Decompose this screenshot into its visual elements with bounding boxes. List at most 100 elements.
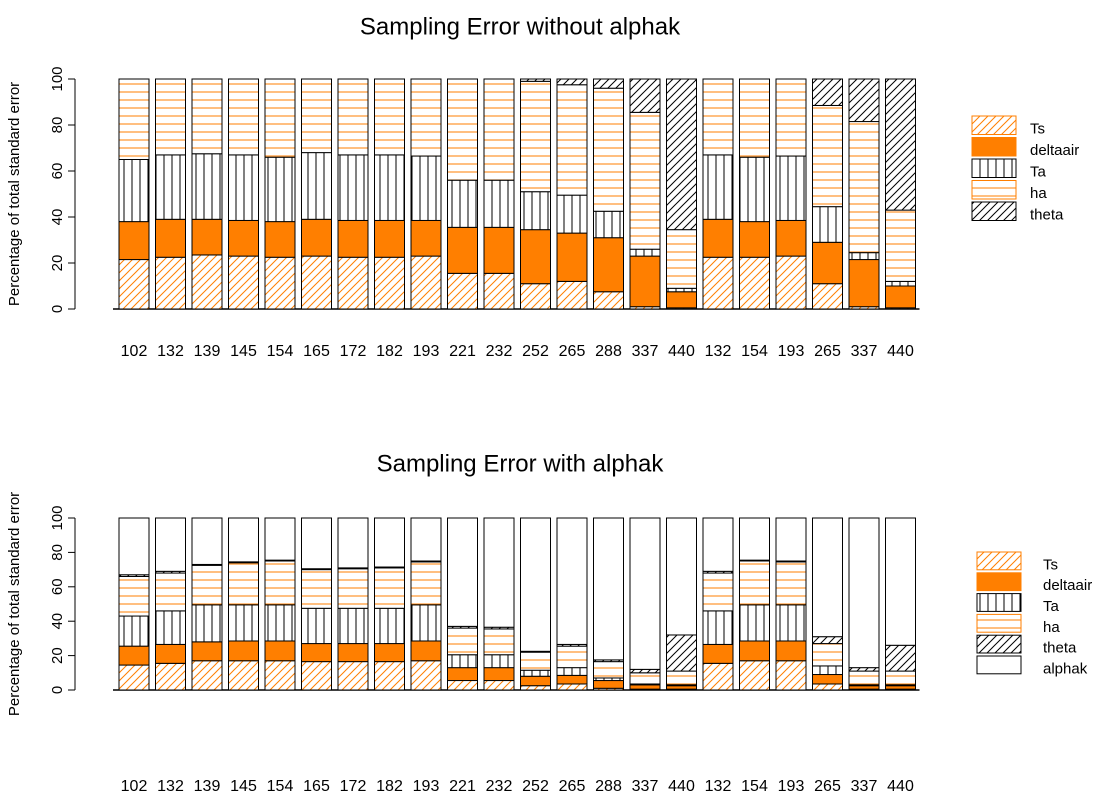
x-tick-label: 182	[376, 343, 403, 360]
x-tick-label: 265	[559, 343, 586, 360]
bar-segment	[118, 615, 150, 647]
x-tick-label: 139	[194, 778, 221, 795]
bar-segment	[848, 517, 880, 669]
x-tick-label: 288	[595, 343, 622, 360]
x-tick-label: 102	[121, 343, 148, 360]
x-tick-label: 132	[157, 343, 184, 360]
bar-segment	[775, 155, 807, 221]
bar-segment	[885, 78, 916, 211]
bar-segment	[264, 560, 296, 606]
bar-segment	[812, 283, 843, 310]
x-tick-label: 154	[741, 343, 768, 360]
bar-segment	[775, 640, 807, 662]
bar-segment	[155, 643, 186, 664]
bar-segment	[483, 517, 515, 628]
bar-segment	[812, 643, 843, 667]
chart-title: Sampling Error without alphak	[360, 13, 681, 40]
bar-segment	[556, 683, 588, 691]
bar-segment	[848, 252, 880, 261]
bar-segment	[885, 644, 916, 672]
y-tick-label: 60	[49, 578, 66, 595]
bar-segment	[593, 210, 624, 239]
bar-segment	[666, 670, 697, 686]
bar-segment	[264, 256, 296, 310]
bar-segment	[264, 156, 296, 223]
bar-segment	[775, 517, 807, 562]
bar-segment	[447, 517, 478, 627]
bar-segment	[520, 80, 551, 193]
x-tick-label: 288	[595, 778, 622, 795]
legend-swatch	[971, 115, 1017, 135]
bar-segment	[885, 670, 916, 686]
x-tick-label: 337	[851, 343, 878, 360]
bar-segment	[775, 604, 807, 642]
bar-segment	[118, 78, 150, 160]
x-tick-label: 154	[267, 343, 294, 360]
bar-segment	[337, 154, 369, 221]
bar-segment	[191, 153, 223, 220]
x-tick-label: 265	[814, 778, 841, 795]
legend-label: ha	[1030, 185, 1047, 202]
bar-segment	[301, 218, 332, 257]
x-tick-label: 252	[522, 343, 549, 360]
bar-segment	[410, 255, 442, 310]
legend-swatch	[976, 551, 1022, 571]
x-tick-label: 139	[194, 343, 221, 360]
x-tick-label: 132	[705, 343, 732, 360]
legend-swatch	[971, 180, 1017, 200]
bar-segment	[739, 660, 770, 691]
bar-segment	[702, 517, 734, 572]
bar-segment	[702, 610, 734, 645]
y-tick-label: 0	[49, 686, 66, 694]
bar-segment	[337, 78, 369, 156]
bar-segment	[301, 643, 332, 663]
bar-segment	[885, 285, 916, 309]
y-tick-label: 80	[49, 544, 66, 561]
bar-segment	[775, 561, 807, 606]
bar-segment	[228, 604, 259, 642]
bar-segment	[264, 640, 296, 662]
bar-segment	[629, 668, 661, 674]
bar-segment	[191, 660, 223, 691]
bar-segment	[666, 229, 697, 289]
bar-segment	[410, 660, 442, 691]
bar-segment	[629, 517, 661, 670]
bar-segment	[848, 670, 880, 686]
bar-segment	[410, 78, 442, 157]
bar-segment	[520, 669, 551, 677]
x-tick-label: 154	[267, 778, 294, 795]
legend-swatch	[976, 572, 1022, 592]
bar-segment	[520, 675, 551, 687]
bar-segment	[301, 661, 332, 691]
bar-segment	[520, 229, 551, 285]
bar-segment	[702, 218, 734, 258]
legend-label: deltaair	[1043, 577, 1092, 594]
bar-segment	[374, 643, 405, 663]
y-tick-label: 40	[49, 613, 66, 630]
bar-segment	[155, 610, 186, 645]
bar-segment	[301, 607, 332, 645]
legend-swatch	[971, 201, 1017, 221]
bar-segment	[556, 667, 588, 676]
bar-segment	[191, 564, 223, 606]
legend-swatch	[976, 613, 1022, 633]
bar-segment	[264, 660, 296, 691]
bar-segment	[374, 567, 405, 609]
legend-label: Ts	[1043, 556, 1058, 573]
bar-segment	[374, 78, 405, 156]
bar-segment	[666, 634, 697, 672]
bar-segment	[556, 78, 588, 86]
bar-segment	[520, 685, 551, 691]
bar-segment	[593, 517, 624, 661]
bar-segment	[447, 654, 478, 669]
bar-segment	[812, 683, 843, 691]
bar-segment	[447, 667, 478, 682]
x-tick-label: 165	[303, 343, 330, 360]
x-tick-label: 440	[887, 343, 914, 360]
bar-segment	[337, 219, 369, 258]
bar-segment	[739, 221, 770, 258]
bar-segment	[410, 640, 442, 662]
chart-title: Sampling Error with alphak	[377, 450, 665, 477]
bar-segment	[118, 645, 150, 666]
bar-segment	[702, 572, 734, 612]
